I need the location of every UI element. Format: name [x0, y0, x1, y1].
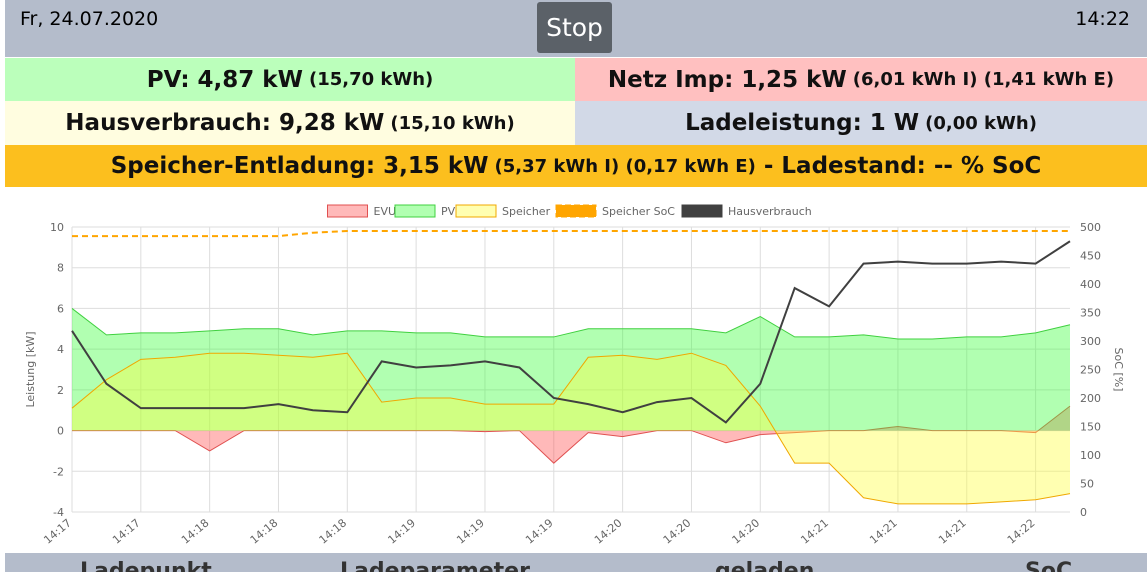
x-tick-label: 14:22 [1005, 516, 1038, 546]
x-tick-label: 14:21 [867, 516, 900, 546]
x-tick-label: 14:20 [661, 516, 694, 546]
y2-tick-label: 200 [1080, 392, 1101, 405]
legend-label: PV [441, 205, 456, 218]
y2-tick-label: 150 [1080, 421, 1101, 434]
y2-axis-title: SoC [%] [1112, 348, 1125, 392]
x-tick-label: 14:18 [248, 516, 281, 546]
y-tick-label: 6 [57, 302, 64, 315]
x-tick-label: 14:17 [41, 516, 74, 546]
x-tick-label: 14:20 [730, 516, 763, 546]
y2-tick-label: 450 [1080, 250, 1101, 263]
y2-tick-label: 50 [1080, 478, 1094, 491]
y-axis-title: Leistung [kW] [24, 331, 37, 407]
tab[interactable]: Ladeparameter [340, 559, 530, 572]
pv-row: PV: 4,87 kW (15,70 kWh) [5, 58, 575, 101]
x-tick-label: 14:17 [110, 516, 143, 546]
speicher-detail: (5,37 kWh I) (0,17 kWh E) [494, 155, 756, 177]
date: Fr, 24.07.2020 [20, 8, 159, 30]
y-tick-label: 2 [57, 384, 64, 397]
netz-detail: (6,01 kWh I) (1,41 kWh E) [852, 69, 1115, 90]
y-tick-label: 10 [50, 221, 64, 234]
legend-swatch [455, 204, 497, 218]
time: 14:22 [1075, 8, 1130, 30]
y2-tick-label: 250 [1080, 364, 1101, 377]
x-tick-label: 14:19 [523, 516, 556, 546]
legend-label: Speicher SoC [602, 205, 675, 218]
haus-row: Hausverbrauch: 9,28 kW (15,10 kWh) [5, 101, 575, 145]
y-tick-label: -2 [53, 465, 64, 478]
y2-tick-label: 0 [1080, 506, 1087, 519]
legend-label: EVU [374, 205, 397, 218]
x-tick-label: 14:21 [936, 516, 969, 546]
tab[interactable]: Ladepunkt [80, 559, 212, 572]
x-tick-label: 14:19 [454, 516, 487, 546]
x-tick-label: 14:20 [592, 516, 625, 546]
y2-tick-label: 100 [1080, 449, 1101, 462]
x-tick-label: 14:19 [385, 516, 418, 546]
speicher-label: Speicher-Entladung: 3,15 kW [110, 153, 489, 179]
speicher-row: Speicher-Entladung: 3,15 kW (5,37 kWh I) … [5, 145, 1147, 187]
area [72, 308, 1070, 431]
haus-detail: (15,10 kWh) [390, 112, 515, 134]
haus-label: Hausverbrauch: 9,28 kW [65, 110, 385, 136]
legend-label: Hausverbrauch [728, 205, 812, 218]
y2-tick-label: 400 [1080, 278, 1101, 291]
tab[interactable]: geladen [715, 559, 815, 572]
legend-swatch [327, 204, 368, 218]
pv-detail: (15,70 kWh) [308, 69, 434, 90]
tab-bar [5, 553, 1147, 572]
legend-swatch [394, 204, 436, 218]
stop-button[interactable]: Stop [537, 2, 612, 53]
tab[interactable]: SoC [1025, 559, 1073, 572]
line [71, 308, 1071, 340]
area [72, 353, 1070, 504]
lade-detail: (0,00 kWh) [925, 112, 1037, 134]
y-tick-label: 0 [57, 425, 64, 438]
line [72, 229, 1070, 238]
x-tick-label: 14:18 [179, 516, 212, 546]
y2-tick-label: 300 [1080, 335, 1101, 348]
y-tick-label: 4 [57, 343, 64, 356]
legend-swatch [555, 204, 597, 218]
y2-tick-label: 500 [1080, 221, 1101, 234]
netz-row: Netz Imp: 1,25 kW (6,01 kWh I) (1,41 kWh … [575, 58, 1147, 101]
line [72, 405, 1071, 464]
netz-label: Netz Imp: 1,25 kW [607, 66, 847, 93]
legend-swatch [681, 204, 723, 218]
chart: -4-2024681005010015020025030035040045050… [24, 204, 1125, 547]
x-tick-label: 14:21 [798, 516, 831, 546]
line [71, 240, 1071, 424]
speicher-soc: - Ladestand: -- % SoC [763, 153, 1042, 179]
pv-label: PV: 4,87 kW [146, 66, 303, 93]
lade-label: Ladeleistung: 1 W [685, 110, 920, 136]
area [72, 406, 1070, 464]
line [71, 352, 1071, 505]
legend-label: Speicher [502, 205, 551, 218]
lade-row: Ladeleistung: 1 W (0,00 kWh) [575, 101, 1147, 145]
x-tick-label: 14:18 [317, 516, 350, 546]
y2-tick-label: 350 [1080, 307, 1101, 320]
y-tick-label: 8 [57, 262, 64, 275]
y-tick-label: -4 [53, 506, 64, 519]
